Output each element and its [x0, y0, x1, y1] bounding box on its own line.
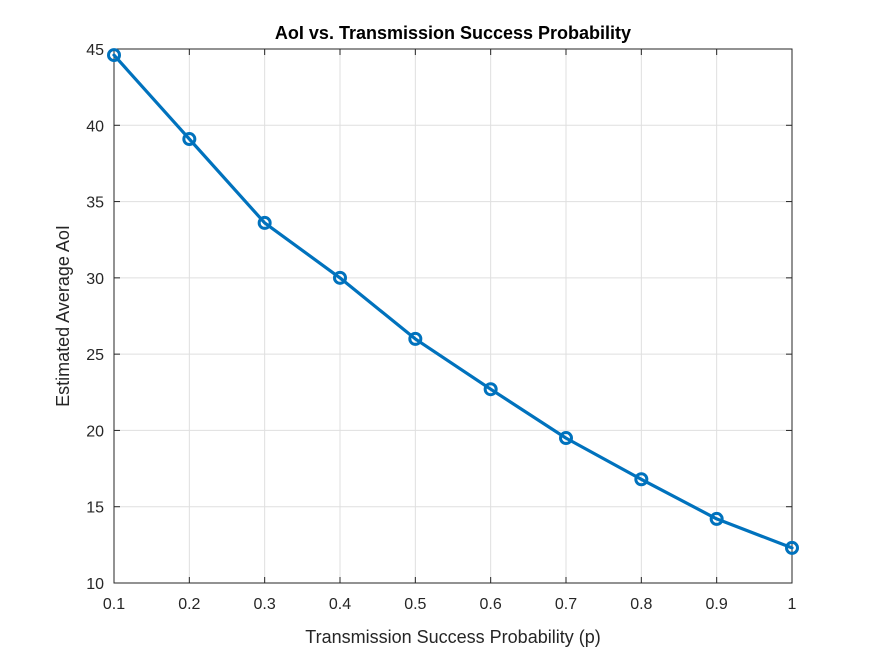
data-point-marker: [483, 382, 498, 397]
series-line: [112, 53, 794, 550]
x-tick-label: 0.4: [329, 596, 351, 613]
y-axis-label: Estimated Average AoI: [53, 225, 73, 407]
y-tick-label: 20: [86, 423, 104, 440]
x-tick-label: 0.1: [103, 596, 125, 613]
y-tick-label: 40: [86, 118, 104, 135]
data-point-marker: [182, 132, 197, 147]
plot-frame: [113, 48, 793, 584]
y-tick-label: 15: [86, 500, 104, 517]
data-point-marker: [559, 431, 573, 446]
chart-title: AoI vs. Transmission Success Probability: [275, 23, 631, 43]
data-point-marker: [634, 472, 649, 487]
series-layer: [107, 48, 799, 555]
x-tick-label: 0.9: [706, 596, 728, 613]
x-tick-label: 0.6: [480, 596, 502, 613]
y-tick-label: 30: [86, 271, 104, 288]
y-tick-label: 35: [86, 195, 104, 212]
data-point-marker: [107, 48, 121, 63]
x-tick-label: 0.7: [555, 596, 577, 613]
x-axis-label: Transmission Success Probability (p): [305, 627, 600, 647]
y-tick-label: 25: [86, 347, 104, 364]
data-point-marker: [257, 215, 272, 230]
x-tick-label: 0.8: [630, 596, 652, 613]
data-point-marker: [408, 331, 423, 346]
y-tick-label: 10: [86, 576, 104, 593]
x-tick-label: 0.3: [254, 596, 276, 613]
data-point-marker: [333, 270, 347, 285]
x-tick-label: 1: [788, 596, 797, 613]
y-tick-label: 45: [86, 42, 104, 59]
data-point-marker: [785, 540, 799, 555]
ticks: 0.1 0.2 0.3 0.4 0.5 0.6 0.7 0.8 0.9 1 10 15 20 25 30 35…: [86, 42, 796, 613]
x-tick-label: 0.5: [404, 596, 426, 613]
data-point-marker: [709, 511, 724, 526]
x-tick-label: 0.2: [178, 596, 200, 613]
